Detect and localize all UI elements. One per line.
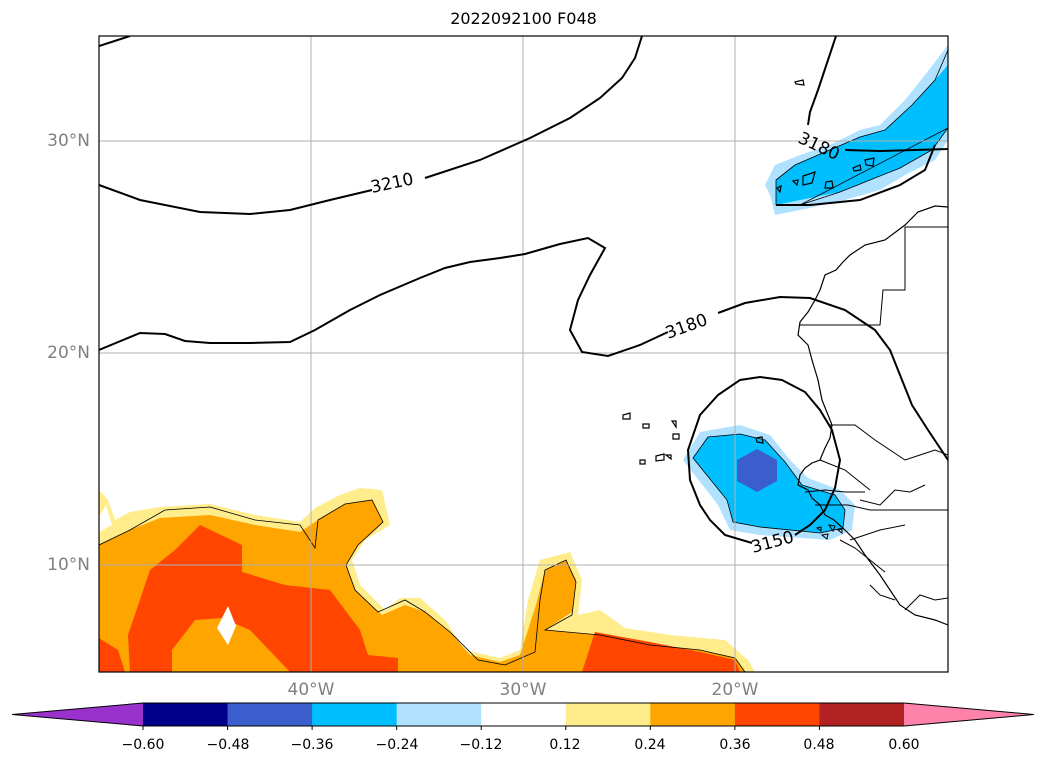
lon-label-40w: 40°W [287, 680, 335, 700]
bissagos-islands [815, 524, 843, 540]
shade-outline-cv [692, 433, 846, 534]
contour-3210-top [99, 36, 131, 47]
colorbar-tick: 0.24 [634, 737, 666, 753]
shade-outline-sw [99, 499, 746, 672]
shade-red-sw [99, 525, 740, 672]
lat-label-30n: 30°N [47, 131, 90, 151]
gambia-river [804, 489, 865, 493]
map-plot-area: 3210 3180 3180 3150 [99, 36, 948, 672]
shaded-field-cape-verde [683, 425, 855, 540]
colorbar-tick: −0.24 [375, 737, 419, 753]
contour-label-3210: 3210 [369, 169, 415, 198]
shade-blue-can [776, 65, 948, 205]
colorbar-tick: −0.48 [206, 737, 250, 753]
colorbar-segment [565, 703, 651, 726]
coastlines [622, 79, 948, 626]
colorbar-tick: 0.12 [549, 737, 581, 753]
gridlines [99, 36, 948, 672]
colorbar-segment [650, 703, 736, 726]
colorbar-tick: 0.48 [803, 737, 835, 753]
colorbar-tick: 0.60 [888, 737, 920, 753]
colorbar-tick: −0.36 [290, 737, 334, 753]
shaded-field-southwest [99, 488, 755, 672]
lat-label-20n: 20°N [47, 343, 90, 363]
colorbar-tick: −0.12 [459, 737, 503, 753]
contour-3180-west [99, 236, 948, 461]
colorbar-segment [819, 703, 905, 726]
colorbar-segment [481, 703, 567, 726]
lon-label-30w: 30°W [499, 680, 547, 700]
height-contours [99, 36, 948, 544]
lat-label-10n: 10°N [47, 555, 90, 575]
colorbar-segment [396, 703, 482, 726]
colorbar [11, 702, 1035, 730]
colorbar-extend-low [12, 703, 143, 726]
lon-label-20w: 20°W [711, 680, 759, 700]
colorbar-segment [143, 703, 229, 726]
canary-islands [776, 79, 875, 194]
shade-royalblue-cv [737, 449, 777, 492]
contour-label-3180: 3180 [663, 310, 710, 344]
colorbar-segment [734, 703, 820, 726]
colorbar-extend-high [904, 703, 1034, 726]
border-lines [800, 226, 948, 611]
shade-clear-sw [99, 505, 236, 645]
cape-verde-islands [622, 412, 764, 465]
colorbar-tick: −0.60 [121, 737, 165, 753]
colorbar-segment [312, 703, 398, 726]
contour-3180-north [776, 36, 948, 206]
contour-3210 [99, 36, 643, 216]
colorbar-segment [227, 703, 313, 726]
shaded-field-canaries [765, 45, 948, 215]
map-title: 2022092100 F048 [450, 9, 597, 28]
map-frame [98, 35, 949, 673]
coast-west-africa [797, 205, 948, 626]
contour-3150 [686, 375, 842, 544]
colorbar-tick: 0.36 [719, 737, 751, 753]
